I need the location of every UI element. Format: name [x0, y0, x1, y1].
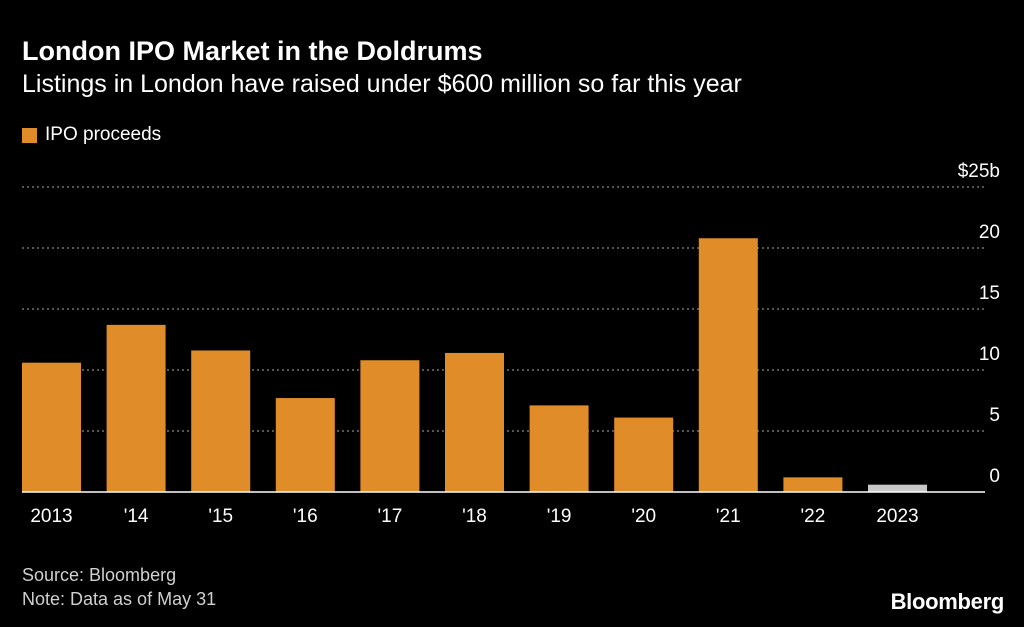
x-tick-label: '16 [293, 506, 318, 527]
bars [22, 238, 927, 492]
legend-swatch [22, 127, 37, 143]
bar [191, 350, 251, 492]
bar [275, 398, 335, 492]
x-tick-label: '14 [124, 506, 149, 527]
x-tick-label: 2023 [876, 506, 918, 527]
legend-label: IPO proceeds [45, 124, 162, 145]
note-text: Note: Data as of May 31 [22, 589, 217, 609]
bar [698, 238, 758, 492]
bar [106, 324, 166, 492]
bar [614, 417, 674, 492]
x-tick-label: '20 [631, 506, 656, 527]
bar [22, 362, 81, 492]
bar [360, 360, 420, 492]
x-tick-label: '21 [716, 506, 741, 527]
bar [445, 352, 504, 492]
legend: IPO proceeds [22, 124, 161, 146]
source-text: Source: Bloomberg [22, 565, 177, 585]
y-tick-label: 5 [989, 405, 1000, 426]
x-tick-label: 2013 [30, 506, 72, 527]
x-tick-label: '17 [378, 506, 403, 527]
x-tick-label: '18 [462, 506, 487, 527]
y-tick-label: 20 [979, 222, 1000, 243]
y-tick-label: 0 [989, 466, 1000, 487]
x-tick-label: '15 [208, 506, 233, 527]
y-tick-label: 15 [979, 283, 1000, 304]
bar [868, 484, 927, 492]
bar [529, 405, 589, 492]
x-tick-label: '19 [547, 506, 572, 527]
source-note: Source: Bloomberg Note: Data as of May 3… [22, 563, 216, 611]
chart-title: London IPO Market in the Doldrums [22, 36, 483, 66]
chart-subtitle: Listings in London have raised under $60… [22, 70, 742, 98]
y-tick-label: $25b [958, 161, 1000, 182]
axes: 0 5 10 15 20 $25b 2013 '14 '15 '16 '17 '18 '19 '20 '21… [22, 161, 1000, 527]
x-tick-label: '22 [801, 506, 826, 527]
bloomberg-logo: Bloomberg [890, 589, 1005, 614]
bar [783, 477, 843, 492]
y-tick-label: 10 [979, 344, 1000, 365]
